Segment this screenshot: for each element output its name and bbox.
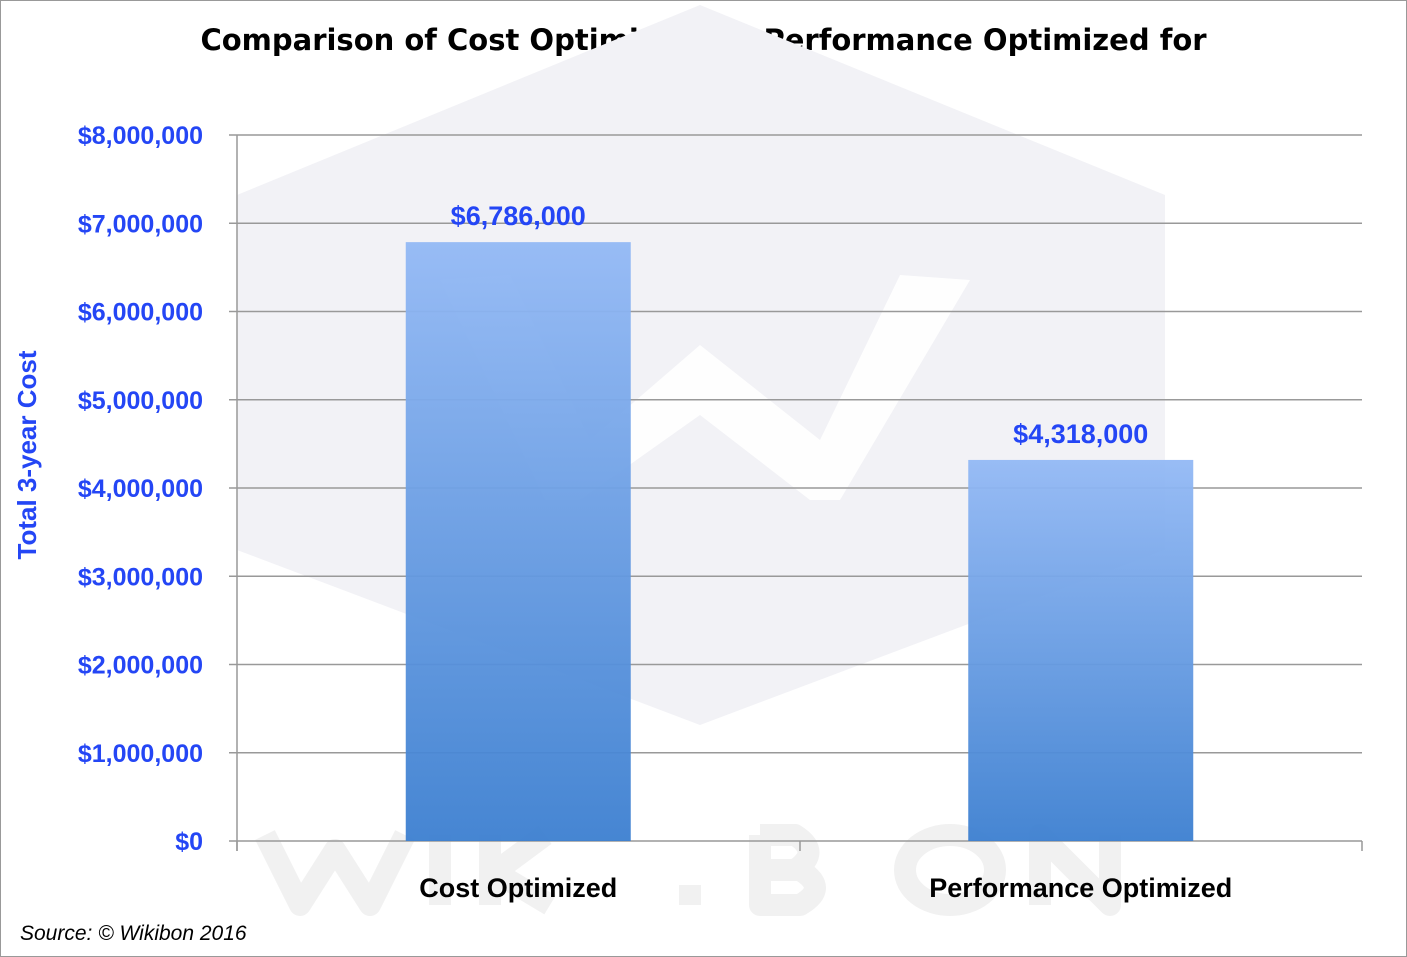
bar: [405, 242, 631, 841]
x-tick-label: Cost Optimized: [419, 873, 617, 903]
y-tick-label: $5,000,000: [78, 387, 203, 415]
data-label: $4,318,000: [1013, 419, 1148, 449]
bar: [968, 459, 1194, 841]
y-tick-label: $1,000,000: [78, 740, 203, 768]
x-tick-label: Performance Optimized: [929, 873, 1232, 903]
y-tick-label: $6,000,000: [78, 299, 203, 327]
y-tick-label: $7,000,000: [78, 210, 203, 238]
y-axis-title: Total 3-year Cost: [12, 350, 42, 559]
y-tick-label: $0: [175, 828, 203, 856]
y-tick-label: $2,000,000: [78, 652, 203, 680]
watermark-letter: [255, 830, 415, 916]
y-tick-label: $8,000,000: [78, 122, 203, 150]
watermark-letter: [479, 826, 556, 915]
source-note: Source: © Wikibon 2016: [20, 922, 247, 945]
data-label: $6,786,000: [451, 201, 586, 231]
watermark-letter: [749, 824, 826, 916]
watermark-letter: [1029, 824, 1121, 916]
y-tick-label: $3,000,000: [78, 563, 203, 591]
watermark-wordmark: [255, 824, 1121, 916]
y-tick-label: $4,000,000: [78, 475, 203, 503]
